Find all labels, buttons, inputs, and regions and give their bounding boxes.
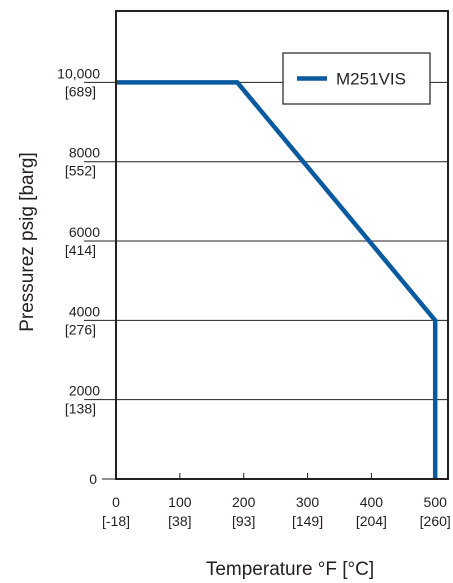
x-tick-sublabel: [149] [292,513,323,529]
x-tick-sublabel: [38] [168,513,191,529]
y-tick-label: 4000 [69,303,100,319]
y-tick-label: 8000 [69,145,100,161]
x-tick-label: 0 [112,494,120,510]
y-tick-sublabel: [414] [65,242,96,258]
y-axis-title: Pressurez psig [barg] [17,152,38,332]
grid-lines [84,81,448,480]
x-tick-sublabel: [93] [232,513,255,529]
series-layer [116,80,438,479]
y-tick-label: 0 [89,471,97,487]
legend: M251VIS [282,52,431,105]
y-tick-sublabel: [552] [65,163,96,179]
y-tick-sublabel: [689] [65,83,96,99]
x-tick-sublabel: [260] [420,513,451,529]
x-tick-label: 500 [424,494,448,510]
x-axis-title: Temperature °F [°C] [206,559,374,580]
y-tick-sublabel: [138] [65,401,96,417]
tick-labels: 02000[138]4000[276]6000[414]8000[552]10,… [57,65,451,529]
x-tick-label: 200 [232,494,256,510]
x-tick-label: 400 [360,494,384,510]
x-tick-sublabel: [-18] [102,513,130,529]
x-tick-label: 100 [168,494,192,510]
y-tick-label: 6000 [69,224,100,240]
y-tick-sublabel: [276] [65,321,96,337]
x-tick-sublabel: [204] [356,513,387,529]
y-tick-label: 10,000 [57,65,100,81]
y-tick-label: 2000 [69,383,100,399]
legend-label: M251VIS [336,70,406,89]
plot-frame [115,10,449,480]
series-line-m251vis [116,80,438,479]
x-tick-label: 300 [296,494,320,510]
